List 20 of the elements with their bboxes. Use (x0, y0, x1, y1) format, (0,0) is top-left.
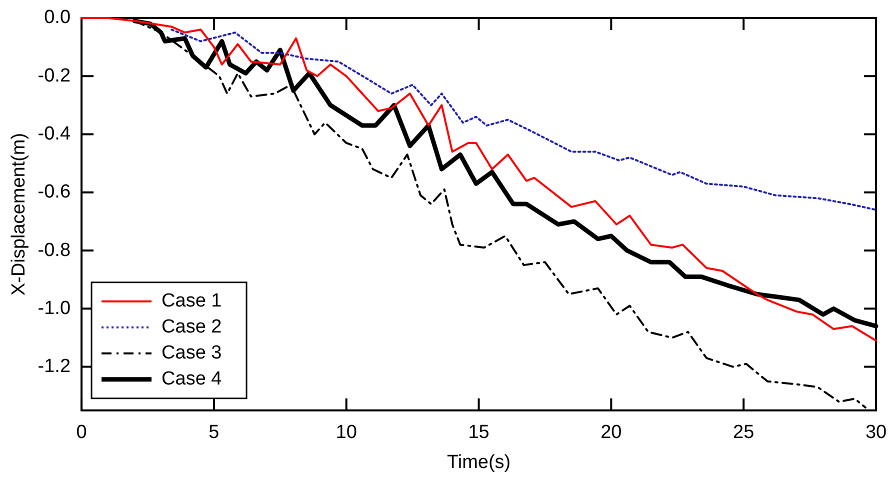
y-tick-label: 0.0 (44, 7, 71, 28)
legend-label: Case 2 (162, 316, 222, 338)
x-axis-title: Time(s) (446, 452, 511, 473)
x-tick-label: 10 (336, 422, 357, 444)
x-tick-label: 15 (468, 422, 490, 444)
x-tick-label: 30 (865, 422, 887, 444)
y-tick-label: -0.8 (38, 240, 71, 261)
x-tick-label: 5 (208, 422, 220, 444)
y-tick-label: -1.2 (38, 356, 71, 378)
x-tick-label: 0 (76, 422, 87, 444)
y-tick-label: -0.2 (38, 65, 71, 86)
legend-label: Case 4 (162, 368, 222, 390)
x-tick-label: 25 (733, 422, 754, 444)
y-tick-label: -0.6 (38, 182, 71, 203)
legend-label: Case 1 (162, 290, 222, 312)
x-tick-label: 20 (600, 422, 622, 444)
y-axis-title: X-Displacement(m) (8, 132, 30, 296)
y-tick-label: -0.4 (38, 124, 71, 144)
legend-label: Case 3 (162, 342, 222, 364)
y-tick-label: -1.0 (38, 298, 71, 319)
